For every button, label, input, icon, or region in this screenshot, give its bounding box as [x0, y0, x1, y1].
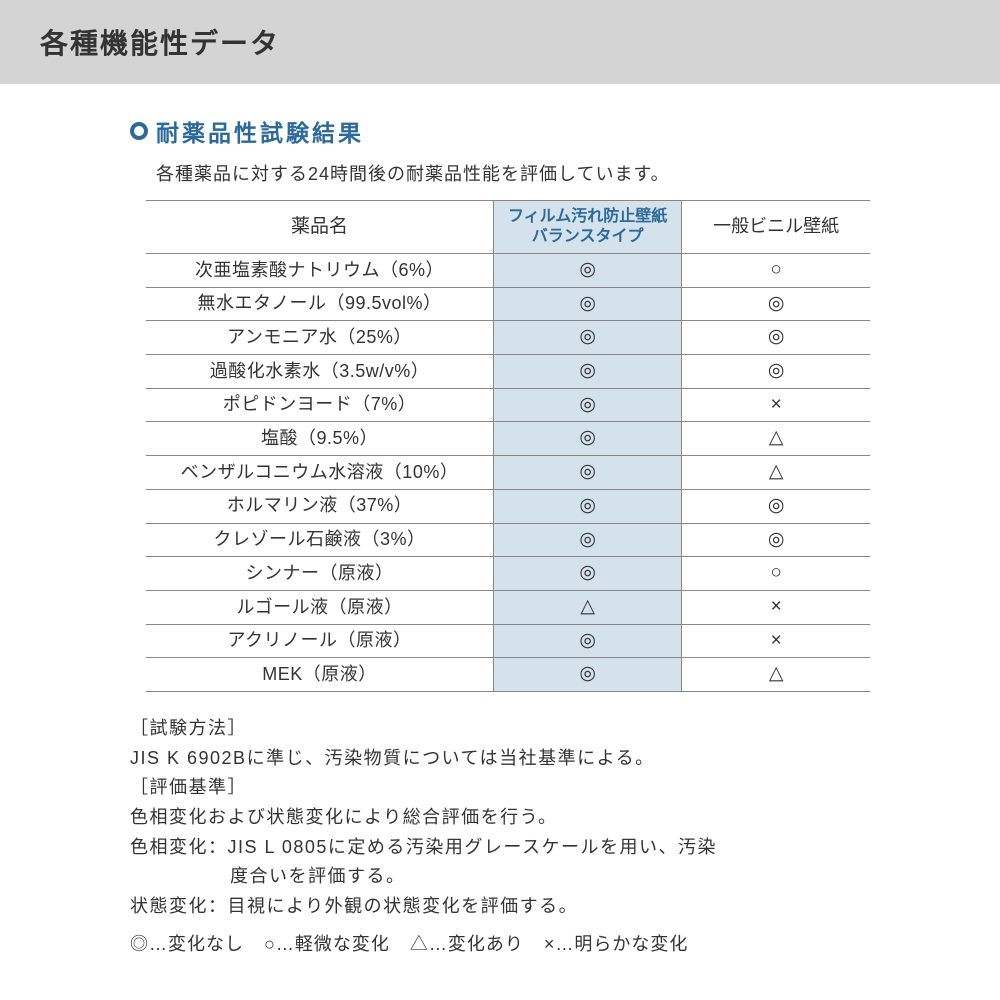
- cell-film: ◎: [494, 456, 682, 490]
- cell-vinyl: ×: [682, 388, 870, 422]
- method-text: JIS K 6902Bに準じ、汚染物質については当社基準による。: [130, 744, 870, 774]
- criteria-text-2a: 色相変化：JIS L 0805に定める汚染用グレースケールを用い、汚染: [130, 833, 870, 863]
- cell-vinyl: ◎: [682, 287, 870, 321]
- cell-vinyl: △: [682, 422, 870, 456]
- cell-chemical: ホルマリン液（37%）: [146, 489, 494, 523]
- cell-vinyl: △: [682, 456, 870, 490]
- cell-chemical: 過酸化水素水（3.5w/v%）: [146, 355, 494, 389]
- col-header-film: フィルム汚れ防止壁紙 バランスタイプ: [494, 201, 682, 254]
- legend-item-1: ◎…変化なし: [130, 934, 244, 954]
- content: 耐薬品性試験結果 各種薬品に対する24時間後の耐薬品性能を評価しています。 薬品…: [0, 84, 1000, 956]
- cell-chemical: アクリノール（原液）: [146, 624, 494, 658]
- section-description: 各種薬品に対する24時間後の耐薬品性能を評価しています。: [156, 160, 870, 186]
- table-row: MEK（原液）◎△: [146, 658, 870, 692]
- page-title: 各種機能性データ: [40, 22, 960, 62]
- cell-film: ◎: [494, 422, 682, 456]
- col-header-chemical: 薬品名: [146, 201, 494, 254]
- cell-film: ◎: [494, 388, 682, 422]
- table-row: シンナー（原液）◎○: [146, 557, 870, 591]
- col-header-film-line1: フィルム汚れ防止壁紙: [508, 208, 667, 225]
- col-header-vinyl: 一般ビニル壁紙: [682, 201, 870, 254]
- table-row: 塩酸（9.5%）◎△: [146, 422, 870, 456]
- table-row: ベンザルコニウム水溶液（10%）◎△: [146, 456, 870, 490]
- cell-vinyl: △: [682, 658, 870, 692]
- table-row: 次亜塩素酸ナトリウム（6%）◎○: [146, 254, 870, 288]
- cell-vinyl: ◎: [682, 489, 870, 523]
- section-title-row: 耐薬品性試験結果: [130, 114, 870, 148]
- cell-film: ◎: [494, 321, 682, 355]
- notes: ［試験方法］ JIS K 6902Bに準じ、汚染物質については当社基準による。 …: [130, 714, 870, 922]
- method-label: ［試験方法］: [130, 714, 870, 744]
- table-row: 無水エタノール（99.5vol%）◎◎: [146, 287, 870, 321]
- cell-film: ◎: [494, 355, 682, 389]
- criteria-label: ［評価基準］: [130, 773, 870, 803]
- legend-item-4: ×…明らかな変化: [544, 934, 689, 954]
- cell-vinyl: ◎: [682, 355, 870, 389]
- cell-vinyl: ○: [682, 254, 870, 288]
- cell-chemical: 無水エタノール（99.5vol%）: [146, 287, 494, 321]
- cell-film: ◎: [494, 557, 682, 591]
- cell-film: ◎: [494, 287, 682, 321]
- cell-chemical: ベンザルコニウム水溶液（10%）: [146, 456, 494, 490]
- cell-chemical: シンナー（原液）: [146, 557, 494, 591]
- cell-chemical: MEK（原液）: [146, 658, 494, 692]
- cell-vinyl: ○: [682, 557, 870, 591]
- cell-film: ◎: [494, 658, 682, 692]
- bullet-icon: [130, 122, 148, 140]
- resistance-table: 薬品名 フィルム汚れ防止壁紙 バランスタイプ 一般ビニル壁紙 次亜塩素酸ナトリウ…: [146, 200, 870, 692]
- cell-chemical: ルゴール液（原液）: [146, 590, 494, 624]
- table-row: アンモニア水（25%）◎◎: [146, 321, 870, 355]
- criteria-text-2b: 度合いを評価する。: [130, 862, 870, 892]
- col-header-film-line2: バランスタイプ: [532, 228, 644, 245]
- cell-chemical: 塩酸（9.5%）: [146, 422, 494, 456]
- cell-vinyl: ×: [682, 590, 870, 624]
- criteria-text-3: 状態変化：目視により外観の状態変化を評価する。: [130, 892, 870, 922]
- cell-film: ◎: [494, 489, 682, 523]
- table-row: ポピドンヨード（7%）◎×: [146, 388, 870, 422]
- table-row: 過酸化水素水（3.5w/v%）◎◎: [146, 355, 870, 389]
- cell-chemical: 次亜塩素酸ナトリウム（6%）: [146, 254, 494, 288]
- header-bar: 各種機能性データ: [0, 0, 1000, 84]
- section-title: 耐薬品性試験結果: [156, 114, 364, 148]
- cell-chemical: クレゾール石鹸液（3%）: [146, 523, 494, 557]
- cell-vinyl: ×: [682, 624, 870, 658]
- table-row: アクリノール（原液）◎×: [146, 624, 870, 658]
- legend-item-3: △…変化あり: [410, 934, 524, 954]
- cell-chemical: ポピドンヨード（7%）: [146, 388, 494, 422]
- table-header-row: 薬品名 フィルム汚れ防止壁紙 バランスタイプ 一般ビニル壁紙: [146, 201, 870, 254]
- table-row: ルゴール液（原液）△×: [146, 590, 870, 624]
- cell-vinyl: ◎: [682, 523, 870, 557]
- criteria-text-1: 色相変化および状態変化により総合評価を行う。: [130, 803, 870, 833]
- table-row: ホルマリン液（37%）◎◎: [146, 489, 870, 523]
- cell-film: ◎: [494, 624, 682, 658]
- cell-film: ◎: [494, 254, 682, 288]
- cell-chemical: アンモニア水（25%）: [146, 321, 494, 355]
- cell-film: △: [494, 590, 682, 624]
- cell-film: ◎: [494, 523, 682, 557]
- table-row: クレゾール石鹸液（3%）◎◎: [146, 523, 870, 557]
- legend-item-2: ○…軽微な変化: [264, 934, 390, 954]
- cell-vinyl: ◎: [682, 321, 870, 355]
- legend: ◎…変化なし ○…軽微な変化 △…変化あり ×…明らかな変化: [130, 930, 870, 956]
